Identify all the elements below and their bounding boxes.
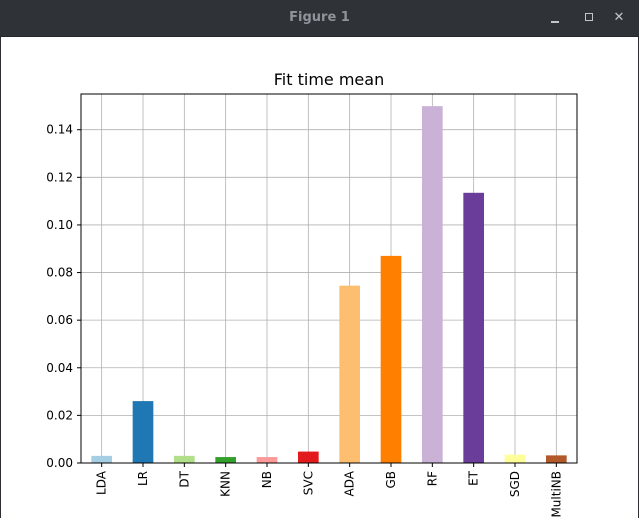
bar-gb: [380, 255, 402, 463]
bars: [91, 106, 567, 464]
x-tick-label: GB: [384, 471, 398, 489]
y-tick-label: 0.10: [46, 218, 73, 232]
x-tick-label: RF: [425, 471, 439, 486]
x-tick-label: LR: [136, 471, 150, 486]
bar-svc: [298, 451, 319, 463]
x-tick-label: SGD: [508, 471, 522, 497]
y-tick-label: 0.02: [46, 408, 73, 422]
maximize-icon[interactable]: [578, 7, 600, 29]
y-tick-label: 0.08: [46, 266, 73, 280]
chart-title: Fit time mean: [274, 70, 384, 89]
x-tick-label: MultiNB: [549, 471, 563, 518]
y-tick-label: 0.14: [46, 123, 73, 137]
bar-et: [463, 192, 484, 464]
x-tick-label: LDA: [95, 470, 109, 495]
close-icon[interactable]: ✕: [613, 10, 625, 25]
minimize-icon[interactable]: [544, 7, 566, 29]
plot-frame: [80, 93, 578, 464]
x-tick-label: ADA: [343, 470, 357, 496]
bar-rf: [422, 106, 443, 463]
bar-sgd: [504, 454, 526, 463]
bar-knn: [215, 457, 236, 463]
bar-lr: [132, 401, 154, 463]
y-tick-label: 0.12: [46, 170, 73, 184]
figure-canvas: Fit time mean 0.00 0.02 0.04 0.06 0.08 0.10 0.…: [1, 37, 638, 518]
x-axis-ticks: LDA LR DT KNN NB SVC ADA GB RF ET SGD MultiNB: [95, 463, 563, 518]
window-titlebar[interactable]: Figure 1 ✕: [0, 0, 639, 37]
y-tick-label: 0.06: [46, 313, 73, 327]
x-tick-label: SVC: [301, 471, 315, 495]
bar-multinb: [546, 455, 567, 463]
y-tick-label: 0.00: [46, 456, 73, 470]
bar-lda: [91, 455, 112, 463]
x-tick-label: ET: [467, 470, 481, 486]
bar-nb: [256, 457, 278, 463]
bar-ada: [339, 285, 360, 463]
y-axis-ticks: 0.00 0.02 0.04 0.06 0.08 0.10 0.12 0.14: [46, 123, 81, 470]
bar-dt: [174, 455, 195, 463]
x-tick-label: NB: [260, 471, 274, 488]
window-title: Figure 1: [289, 10, 350, 25]
x-tick-label: DT: [177, 470, 191, 487]
grid-lines: [81, 94, 577, 464]
x-tick-label: KNN: [219, 471, 233, 497]
y-tick-label: 0.04: [46, 361, 73, 375]
bar-chart: Fit time mean 0.000.020.040.060.080.100.…: [46, 70, 578, 518]
